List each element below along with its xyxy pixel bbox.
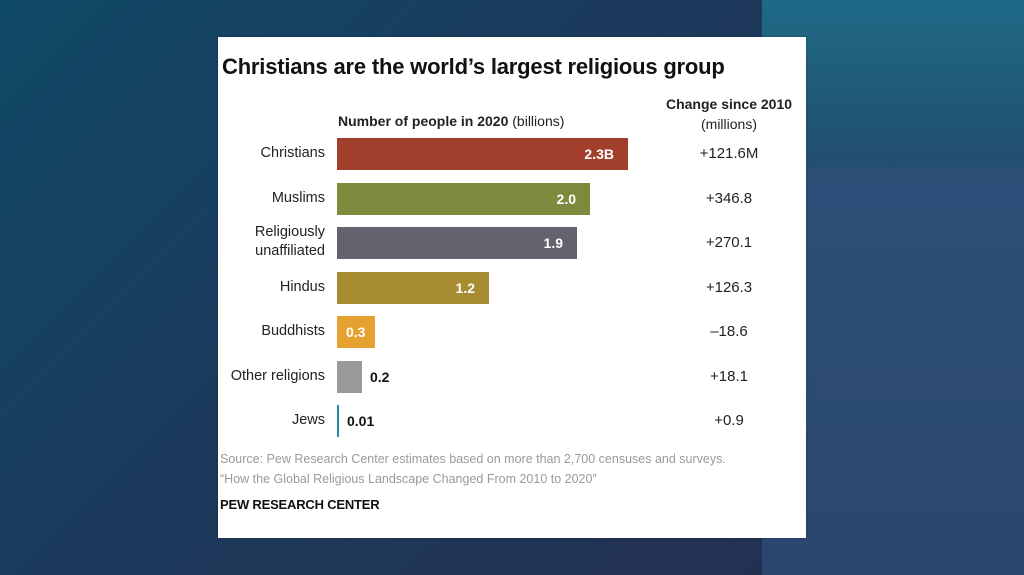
change-value-christians: +121.6M (699, 145, 759, 162)
change-header-title: Change since 2010 (665, 96, 793, 112)
bar-muslims: 2.0 (337, 183, 590, 215)
category-label-jews: Jews (291, 412, 325, 428)
axis-header-unit: (billions) (512, 113, 565, 129)
change-value-religiously-unaffiliated: +270.1 (705, 234, 753, 251)
change-value-hindus: +126.3 (705, 279, 753, 296)
category-label-hindus: Hindus (279, 279, 325, 295)
source-note: Source: Pew Research Center estimates ba… (220, 452, 726, 466)
category-label-buddhists: Buddhists (261, 323, 325, 339)
category-label-other-religions: Other religions (230, 368, 325, 384)
axis-header-bold: Number of people in 2020 (338, 113, 509, 129)
change-value-buddhists: –18.6 (710, 323, 748, 340)
axis-header: Number of people in 2020 (billions) (338, 113, 564, 129)
brand-logo-text: PEW RESEARCH CENTER (220, 497, 380, 512)
bar-value-label-buddhists: 0.3 (346, 324, 366, 340)
bar-value-label-muslims: 2.0 (556, 191, 576, 207)
change-header: Change since 2010 (millions) (654, 94, 804, 134)
category-label-muslims: Muslims (271, 190, 325, 206)
bar-christians: 2.3B (337, 138, 628, 170)
bar-hindus: 1.2 (337, 272, 489, 304)
bar-jews (337, 405, 339, 437)
category-label-religiously-unaffiliated: Religiously unaffiliated (254, 224, 325, 259)
bar-value-label-other-religions: 0.2 (370, 369, 390, 385)
bar-value-label-religiously-unaffiliated: 1.9 (543, 235, 563, 251)
bar-religiously-unaffiliated: 1.9 (337, 227, 577, 259)
change-value-muslims: +346.8 (705, 190, 753, 207)
change-value-other-religions: +18.1 (710, 368, 748, 385)
chart-title: Christians are the world’s largest relig… (222, 54, 725, 79)
bar-buddhists: 0.3 (337, 316, 375, 348)
bar-other-religions (337, 361, 362, 393)
change-header-unit: (millions) (701, 116, 757, 132)
bar-value-label-jews: 0.01 (347, 413, 375, 429)
chart-card: Christians are the world’s largest relig… (218, 37, 806, 538)
category-label-christians: Christians (260, 145, 325, 161)
bar-value-label-hindus: 1.2 (455, 280, 475, 296)
bar-value-label-christians: 2.3B (584, 146, 614, 162)
change-value-jews: +0.9 (714, 412, 744, 429)
source-report-title: “How the Global Religious Landscape Chan… (220, 472, 597, 486)
